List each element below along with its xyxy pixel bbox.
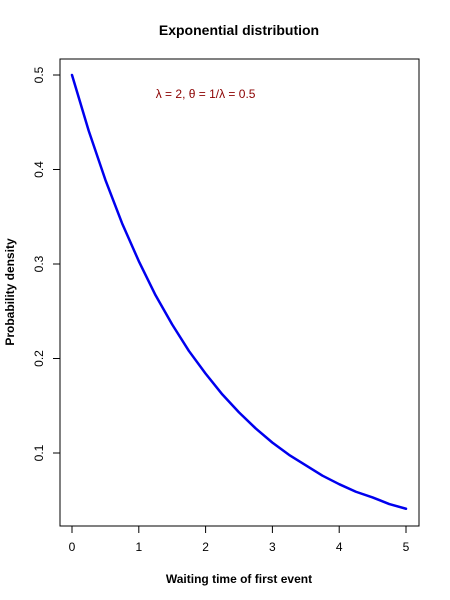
x-tick-label: 5 <box>403 540 410 554</box>
x-tick-label: 3 <box>269 540 276 554</box>
y-tick-label: 0.1 <box>32 444 46 461</box>
y-axis-label: Probability density <box>3 238 17 346</box>
x-tick-label: 4 <box>336 540 343 554</box>
y-tick-label: 0.2 <box>32 350 46 367</box>
y-tick-label: 0.5 <box>32 66 46 83</box>
parameter-annotation: λ = 2, θ = 1/λ = 0.5 <box>156 87 256 101</box>
x-tick-label: 2 <box>202 540 209 554</box>
y-tick-label: 0.3 <box>32 255 46 272</box>
y-axis: 0.1 0.2 0.3 0.4 0.5 <box>32 66 60 461</box>
plot-frame <box>59 58 420 527</box>
y-tick-label: 0.4 <box>32 161 46 178</box>
density-curve <box>70 73 408 510</box>
x-axis: 0 1 2 3 4 5 <box>69 526 410 554</box>
x-tick-label: 1 <box>135 540 142 554</box>
x-tick-label: 0 <box>69 540 76 554</box>
chart-title: Exponential distribution <box>159 22 319 38</box>
x-axis-label: Waiting time of first event <box>166 572 312 586</box>
